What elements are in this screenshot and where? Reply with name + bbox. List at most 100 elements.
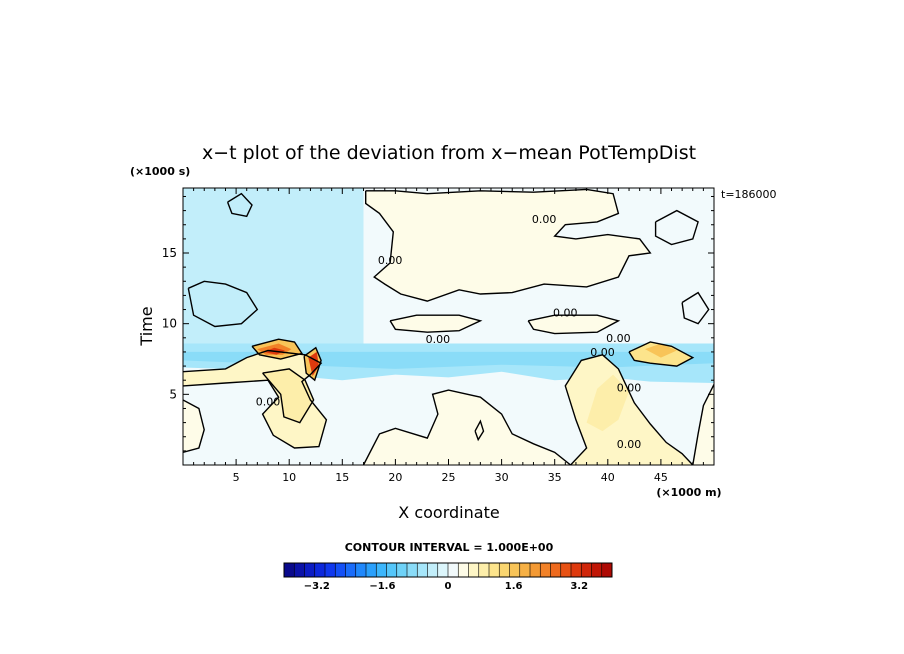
x-axis: 5 10 15 20 25 30 35 40 45 [182, 188, 715, 484]
heatmap-region-3 [390, 315, 481, 333]
heatmap-region-12 [586, 374, 629, 432]
colorbar-cell-21 [499, 563, 510, 577]
heatmap-region-14 [645, 343, 677, 358]
contour-label-2: 0.00 [426, 333, 451, 346]
contour-line-12 [187, 280, 259, 328]
contour-line-7 [564, 354, 694, 465]
x-tick-label-4: 25 [442, 471, 456, 484]
colorbar-cell-30 [591, 563, 603, 577]
contour-label-1: 0.00 [553, 306, 578, 319]
contour-label-7: 0.00 [617, 381, 642, 394]
colorbar-cell-28 [571, 563, 582, 577]
contour-line-9 [692, 384, 714, 465]
colorbar-cell-6 [345, 563, 357, 577]
x-tick-label-0: 5 [233, 471, 240, 484]
contour-interval-text: CONTOUR INTERVAL = 1.000E+00 [345, 541, 554, 554]
colorbar-cell-15 [437, 563, 449, 577]
x-tick-label-2: 15 [335, 471, 349, 484]
colorbar-cell-26 [550, 563, 562, 577]
colorbar-cell-11 [396, 563, 408, 577]
colorbar-cell-27 [560, 563, 572, 577]
contour-line-11 [303, 346, 322, 382]
colorbar-cell-19 [478, 563, 490, 577]
contour-lines [183, 188, 714, 465]
colorbar-tick-label-0: −3.2 [304, 581, 330, 592]
contour-label-5: 0.00 [378, 254, 403, 267]
colorbar-frame [283, 562, 613, 578]
contour-line-16 [474, 419, 485, 442]
y-tick-label-1: 10 [162, 317, 177, 331]
colorbar-cell-25 [540, 563, 551, 577]
contour-line-6 [362, 389, 572, 465]
x-tick-label-8: 45 [654, 471, 668, 484]
colorbar-cell-2 [304, 563, 316, 577]
heatmap-region-15 [692, 384, 714, 465]
colorbar-cell-5 [335, 563, 346, 577]
colorbar-tick-label-3: 1.6 [505, 581, 523, 592]
heatmap-region-1 [183, 188, 364, 347]
colorbar-cell-10 [386, 563, 398, 577]
colorbar-tick-labels: −3.2 −1.6 0 1.6 3.2 [304, 581, 588, 592]
colorbar-cell-13 [417, 563, 428, 577]
colorbar-cell-20 [489, 563, 500, 577]
heatmap-fill [183, 188, 714, 465]
colorbar-cell-24 [530, 563, 541, 577]
colorbar-cell-4 [325, 563, 336, 577]
colorbar-cell-14 [427, 563, 439, 577]
contour-label-8: 0.00 [617, 438, 642, 451]
heatmap-region-10 [363, 390, 571, 465]
x-tick-label-7: 40 [601, 471, 615, 484]
contour-line-8 [628, 341, 695, 367]
contour-line-3 [183, 349, 328, 449]
colorbar-cell-1 [294, 563, 305, 577]
heatmap-region-4 [528, 315, 619, 334]
y-axis-label: Time [137, 306, 156, 346]
heatmap-region-11 [565, 354, 693, 465]
colorbar-tick-label-2: 0 [445, 581, 452, 592]
colorbar-cell-23 [519, 563, 531, 577]
colorbar-tick-label-1: −1.6 [369, 581, 395, 592]
time-note: t=186000 [721, 188, 777, 201]
x-tick-label-1: 10 [282, 471, 296, 484]
x-axis-label: X coordinate [398, 503, 499, 522]
y-unit-label: (×1000 s) [130, 165, 190, 178]
x-tick-label-6: 35 [548, 471, 562, 484]
contour-line-4 [262, 368, 315, 424]
heatmap-region-2 [365, 189, 651, 302]
colorbar-cell-18 [468, 563, 480, 577]
colorbar-cell-12 [407, 563, 418, 577]
colorbar-cell-17 [458, 563, 469, 577]
x-tick-label-5: 30 [495, 471, 509, 484]
contour-label-0: 0.00 [532, 213, 557, 226]
colorbar-cell-8 [366, 563, 377, 577]
heatmap-region-8 [262, 368, 314, 423]
contour-line-14 [654, 209, 699, 246]
contour-line-1 [389, 314, 483, 333]
contour-line-10 [251, 338, 304, 360]
colorbar-cell-3 [314, 563, 326, 577]
contour-line-2 [527, 314, 621, 335]
colorbar-cell-31 [601, 563, 613, 577]
contour-line-15 [681, 291, 710, 325]
y-tick-label-0: 5 [169, 387, 177, 401]
contour-label-6: 0.00 [256, 395, 281, 408]
contour-line-5 [183, 399, 205, 453]
heatmap-region-9 [183, 400, 205, 453]
contour-label-3: 0.00 [606, 332, 631, 345]
y-tick-label-2: 15 [162, 246, 177, 260]
colorbar-cell-9 [376, 563, 387, 577]
colorbar-tick-label-4: 3.2 [570, 581, 588, 592]
contour-labels: 0.000.000.00 0.000.000.000.000.000.00 [256, 213, 642, 451]
colorbar-cell-22 [509, 563, 521, 577]
colorbar-cell-16 [448, 563, 459, 577]
colorbar-cell-7 [355, 563, 367, 577]
colorbar-cell-29 [581, 563, 592, 577]
chart-title: x−t plot of the deviation from x−mean Po… [202, 142, 696, 164]
x-tick-label-3: 20 [388, 471, 402, 484]
contour-label-4: 0.00 [590, 346, 615, 359]
x-unit-label: (×1000 m) [656, 486, 721, 499]
contour-line-13 [226, 192, 253, 218]
y-axis: 5 10 15 [162, 195, 714, 466]
colorbar-cell-0 [284, 563, 295, 577]
